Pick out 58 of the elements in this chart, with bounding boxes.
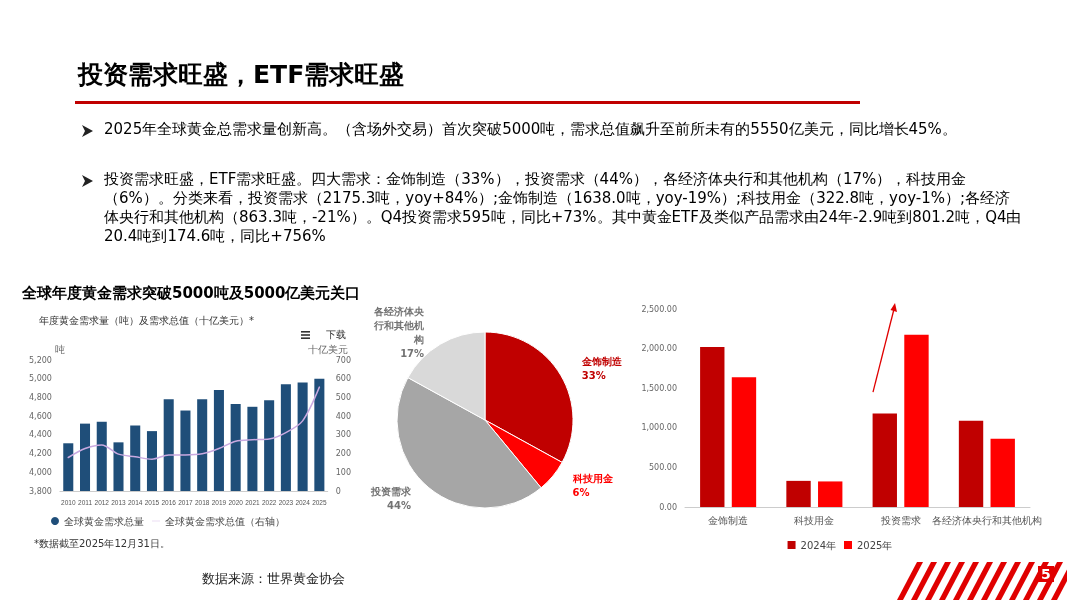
bar [818,481,843,507]
text: 5 [1038,566,1054,582]
y-tick-label: 3,800 [29,486,52,496]
bar [904,334,929,507]
y-tick-label: 500.00 [649,462,677,472]
data-label: 44% [387,500,411,512]
y-tick-label: 1,000.00 [641,423,677,433]
bar [700,347,725,507]
text: 全球年度黄金需求突破5000吨及5000亿美元关口 [22,284,361,303]
y2-tick-label: 100 [335,467,352,477]
y-tick-label: 4,200 [29,449,52,459]
chart-title: 年度黄金需求量（吨）及需求总值（十亿美元）* [39,314,254,326]
y2-tick-label: 500 [335,392,352,402]
text: 2025年全球黄金总需求量创新高。（含场外交易）首次突破5000吨，需求总值飙升至前所未有的5550亿美元，同比增长45%。 [104,120,958,139]
y2-tick-label: 400 [335,411,352,421]
legend-label: 2025年 [857,539,893,551]
bar [731,377,757,507]
y2-tick-label: 600 [335,374,352,384]
slice-label: 金饰制造 [580,355,623,367]
legend-label: 2024年 [800,539,836,551]
text: 投资需求旺盛，ETF需求旺盛。四大需求：金饰制造（33%），投资需求（44%），各经济体央行和其他机构（17%），科技用金（6%）。分类来看，投资需求（2175.3吨，yoy+84%）;金饰制造（1638.0吨，yoy-19%）;科技用金（322.8吨，yoy-1%）;各经济体央行和其他机构（863.3吨，-21%）。Q4投资需求595吨，同比+73%。其中黄金ETF及类似产品需求由24年-2.9吨到801.2吨，Q4由20.4吨到174.6吨，同比+756% [104,170,1023,246]
y-tick-label: 2,500.00 [641,304,677,314]
data-label: 6% [572,486,590,498]
y2-tick-label: 700 [335,355,352,365]
y-tick-label: 4,600 [29,411,52,421]
y-tick-label: 5,000 [29,374,52,384]
x-tick-label: 科技用金 [794,514,835,526]
slice-label: 各经济体央行和其他机构 [373,305,426,345]
y-tick-label: 4,400 [29,430,52,440]
data-label: 33% [581,369,606,381]
text: 下载 [326,328,346,342]
bar [990,438,1015,507]
y2-tick-label: 200 [335,449,352,459]
y-tick-label: 2,000.00 [641,344,677,354]
bar [786,480,811,507]
slice-label: 投资需求 [369,486,412,498]
bar [872,413,897,507]
source-note: 数据来源：世界黄金协会 [202,570,345,588]
text: 投资需求旺盛，ETF需求旺盛 [78,59,405,91]
y-tick-label: 1,500.00 [641,383,677,393]
line-series [67,386,321,460]
text: *数据截至2025年12月31日。 [34,537,170,551]
y2-axis-title: 十亿美元 [307,343,348,355]
x-tick-label: 投资需求 [879,514,921,526]
y-tick-label: 4,800 [29,392,52,402]
y-axis-title: 吨 [54,343,65,355]
legend-label: 全球黄金需求总量 [64,515,144,527]
x-tick-label: 各经济体央行和其他机构 [931,514,1042,526]
y-tick-label: 5,200 [29,355,52,365]
y2-tick-label: 0 [335,486,341,496]
data-label: 17% [400,347,425,359]
y2-tick-label: 300 [335,430,352,440]
x-tick-label: 金饰制造 [708,514,749,526]
bar [958,420,984,507]
y-tick-label: 0.00 [659,502,677,512]
y-tick-label: 4,000 [29,467,52,477]
legend-label: 全球黄金需求总值（右轴） [165,515,285,527]
slice-label: 科技用金 [571,472,614,484]
